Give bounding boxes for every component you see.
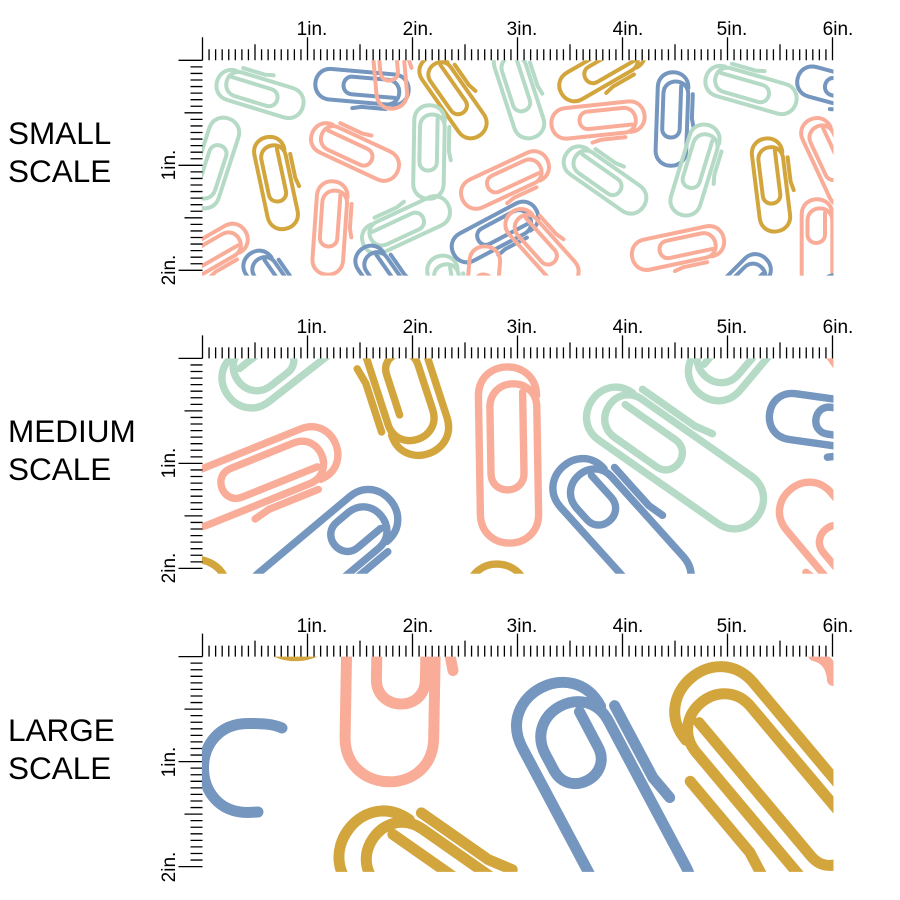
svg-text:LARGE: LARGE bbox=[8, 712, 115, 748]
svg-text:5in.: 5in. bbox=[717, 616, 748, 637]
svg-text:1in.: 1in. bbox=[297, 19, 328, 40]
svg-text:2in.: 2in. bbox=[403, 317, 434, 338]
svg-text:SCALE: SCALE bbox=[8, 153, 111, 189]
svg-text:MEDIUM: MEDIUM bbox=[8, 413, 136, 449]
svg-text:6in.: 6in. bbox=[823, 19, 854, 40]
svg-text:4in.: 4in. bbox=[613, 317, 644, 338]
svg-text:2in.: 2in. bbox=[159, 852, 180, 883]
svg-text:5in.: 5in. bbox=[717, 317, 748, 338]
svg-text:6in.: 6in. bbox=[823, 616, 854, 637]
svg-text:2in.: 2in. bbox=[159, 255, 180, 286]
svg-text:6in.: 6in. bbox=[823, 317, 854, 338]
svg-text:SCALE: SCALE bbox=[8, 750, 111, 786]
svg-text:3in.: 3in. bbox=[507, 616, 538, 637]
svg-text:3in.: 3in. bbox=[507, 19, 538, 40]
svg-text:SMALL: SMALL bbox=[8, 115, 111, 151]
svg-text:2in.: 2in. bbox=[403, 616, 434, 637]
svg-text:SCALE: SCALE bbox=[8, 451, 111, 487]
svg-text:4in.: 4in. bbox=[613, 616, 644, 637]
svg-text:1in.: 1in. bbox=[159, 747, 180, 778]
svg-text:2in.: 2in. bbox=[159, 553, 180, 584]
svg-text:3in.: 3in. bbox=[507, 317, 538, 338]
svg-text:4in.: 4in. bbox=[613, 19, 644, 40]
svg-text:1in.: 1in. bbox=[297, 317, 328, 338]
svg-text:1in.: 1in. bbox=[159, 448, 180, 479]
svg-text:1in.: 1in. bbox=[159, 150, 180, 181]
svg-text:5in.: 5in. bbox=[717, 19, 748, 40]
svg-text:2in.: 2in. bbox=[403, 19, 434, 40]
svg-text:1in.: 1in. bbox=[297, 616, 328, 637]
